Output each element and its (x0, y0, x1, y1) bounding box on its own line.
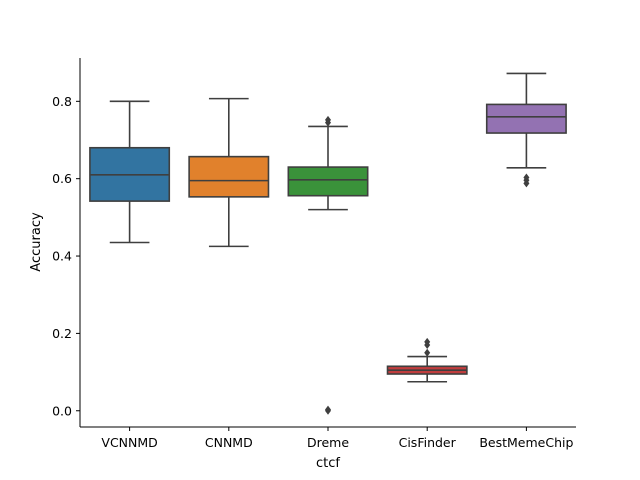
outlier-point (325, 405, 331, 414)
iqr-box (287, 166, 369, 197)
y-tick-label: 0.4 (52, 249, 72, 264)
y-tick-label: 0.8 (52, 94, 72, 109)
outlier-point (523, 173, 530, 182)
y-axis-label: Accuracy (29, 212, 44, 272)
y-tick-label: 0.6 (52, 171, 72, 186)
box-dreme (287, 115, 369, 415)
outlier-point (424, 348, 431, 357)
iqr-box (485, 103, 567, 134)
outlier-point (424, 337, 431, 346)
y-tick-label: 0.0 (52, 403, 72, 418)
iqr-box (188, 155, 270, 198)
x-axis-label: ctcf (316, 456, 340, 471)
boxes-layer (89, 72, 567, 415)
x-tick-label: BestMemeChip (479, 435, 573, 450)
box-cnnmd (188, 97, 270, 248)
y-tick-label: 0.2 (52, 326, 72, 341)
x-tick-label: CisFinder (399, 435, 457, 450)
x-tick-label: Dreme (307, 435, 349, 450)
box-vcnnmd (89, 100, 171, 244)
axes-layer: VCNNMD CNNMD Dreme CisFinder BestMemeChip 0.0… (52, 58, 576, 450)
box-bestmemechip (485, 72, 567, 188)
x-tick-label: CNNMD (205, 435, 253, 450)
box-cisfinder (386, 337, 468, 383)
x-tick-label: VCNNMD (101, 435, 157, 450)
outlier-point (325, 115, 331, 124)
